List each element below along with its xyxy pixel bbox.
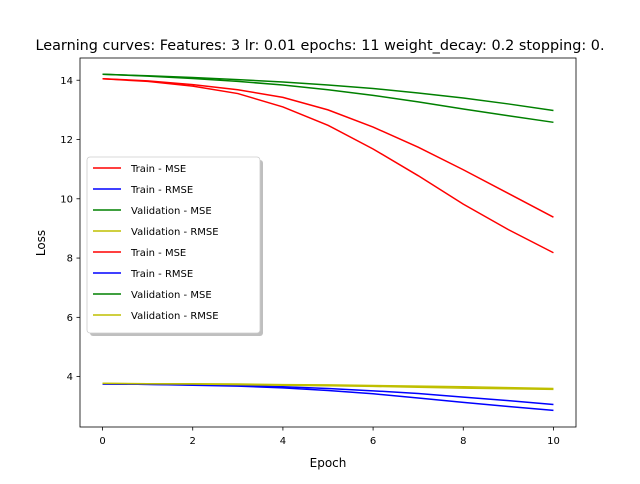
legend-box bbox=[86, 156, 261, 334]
legend-label: Train - RMSE bbox=[130, 185, 193, 196]
x-tick-label: 2 bbox=[190, 436, 196, 447]
legend-label: Validation - RMSE bbox=[131, 227, 219, 238]
series-line-5 bbox=[102, 383, 554, 412]
x-tick-label: 4 bbox=[280, 436, 286, 447]
x-tick-label: 6 bbox=[370, 436, 376, 447]
legend-label: Validation - RMSE bbox=[131, 311, 219, 322]
x-tick-label: 10 bbox=[547, 436, 560, 447]
y-tick-label: 10 bbox=[60, 194, 73, 205]
legend-label: Train - MSE bbox=[130, 164, 186, 175]
legend-label: Validation - MSE bbox=[131, 290, 212, 301]
series-line-7 bbox=[102, 382, 554, 391]
y-tick-label: 8 bbox=[67, 254, 73, 265]
plot-frame bbox=[79, 57, 577, 428]
legend: Train - MSE Train - RMSE Validation - MSE V… bbox=[86, 156, 263, 336]
x-axis-label: Epoch bbox=[310, 456, 347, 470]
y-axis: 4 6 8 10 12 14 bbox=[60, 76, 80, 383]
chart-title: Learning curves: Features: 3 lr: 0.01 ep… bbox=[35, 38, 604, 54]
legend-label: Train - MSE bbox=[130, 248, 186, 259]
series-line-4 bbox=[102, 78, 554, 254]
y-axis-label: Loss bbox=[34, 230, 48, 256]
x-axis: 0 2 4 6 8 10 bbox=[99, 427, 560, 447]
x-tick-label: 8 bbox=[460, 436, 466, 447]
series-line-0 bbox=[102, 78, 554, 218]
legend-label: Train - RMSE bbox=[130, 269, 193, 280]
y-tick-label: 6 bbox=[67, 313, 73, 324]
x-tick-label: 0 bbox=[99, 436, 105, 447]
legend-label: Validation - MSE bbox=[131, 206, 212, 217]
y-tick-label: 14 bbox=[60, 76, 73, 87]
y-tick-label: 12 bbox=[60, 135, 73, 146]
series-line-6 bbox=[102, 73, 554, 124]
series-layer bbox=[102, 73, 554, 412]
y-tick-label: 4 bbox=[67, 372, 73, 383]
